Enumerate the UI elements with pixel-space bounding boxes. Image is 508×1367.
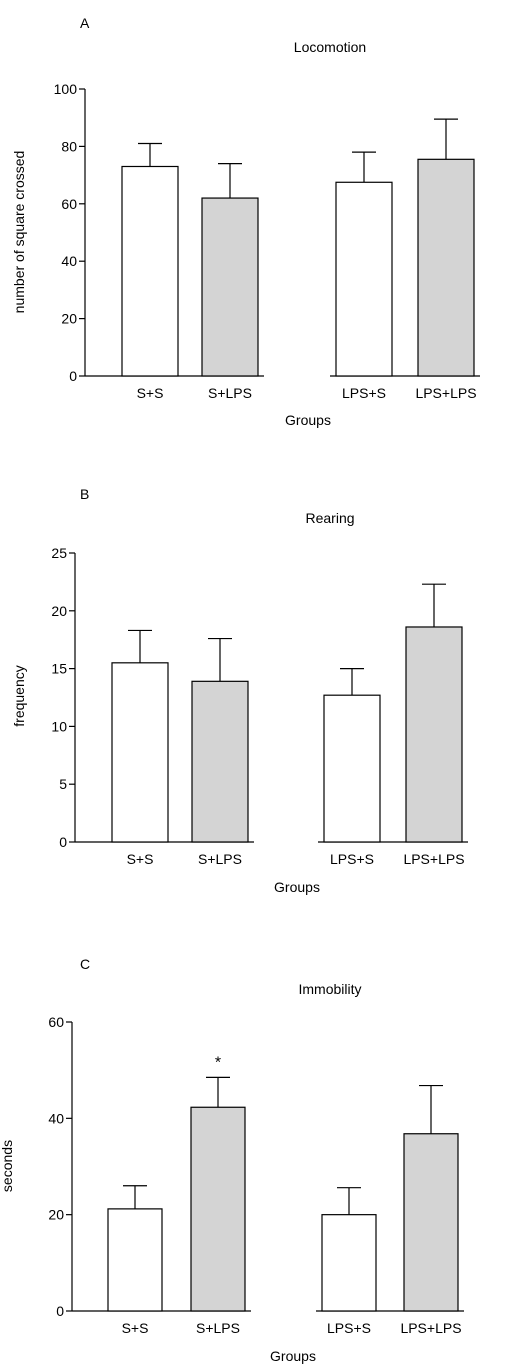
y-tick-label: 25 <box>51 545 67 561</box>
y-tick-label: 0 <box>59 834 67 850</box>
significance-marker: * <box>215 1054 221 1071</box>
y-axis-label: number of square crossed <box>11 151 27 314</box>
y-tick-label: 0 <box>69 368 77 384</box>
y-tick-label: 40 <box>48 1110 64 1126</box>
bar-s-plus-lps <box>201 197 259 377</box>
category-label: S+S <box>137 385 164 401</box>
category-label: S+S <box>122 1320 149 1336</box>
chart-panel-c: C Immobility 0 20 40 60 S+S S+LPS * LPS+S LPS+LPS G… <box>0 956 464 1364</box>
bar-lps-plus-s <box>321 1214 377 1312</box>
y-axis-label: frequency <box>11 665 27 726</box>
chart-panel-a: A Locomotion 0 20 40 60 80 100 S+S S+LPS LPS+S LPS+… <box>11 15 480 428</box>
y-tick-label: 100 <box>54 81 78 97</box>
category-label: LPS+S <box>327 1320 371 1336</box>
x-axis-label: Groups <box>285 412 331 428</box>
x-axis-label: Groups <box>270 1348 316 1364</box>
chart-title: Immobility <box>298 981 361 997</box>
y-tick-label: 80 <box>61 138 77 154</box>
category-label: S+LPS <box>198 851 242 867</box>
y-tick-label: 5 <box>59 776 67 792</box>
panel-letter: C <box>80 956 90 972</box>
bar-lps-plus-lps <box>405 626 463 843</box>
category-label: LPS+S <box>342 385 386 401</box>
y-tick-label: 40 <box>61 253 77 269</box>
bar-s-plus-s <box>107 1208 163 1312</box>
chart-title: Locomotion <box>294 39 366 55</box>
panel-letter: B <box>80 486 89 502</box>
category-label: S+S <box>127 851 154 867</box>
category-label: LPS+LPS <box>403 851 464 867</box>
category-label: S+LPS <box>208 385 252 401</box>
category-label: LPS+S <box>330 851 374 867</box>
y-tick-label: 10 <box>51 718 67 734</box>
category-label: S+LPS <box>196 1320 240 1336</box>
y-axis-label: seconds <box>0 1140 15 1192</box>
y-tick-label: 20 <box>61 311 77 327</box>
bar-lps-plus-lps <box>403 1133 459 1312</box>
bar-s-plus-s <box>121 165 179 377</box>
y-tick-label: 15 <box>51 661 67 677</box>
y-tick-label: 0 <box>56 1303 64 1319</box>
bar-s-plus-s <box>111 662 169 843</box>
chart-title: Rearing <box>305 510 354 526</box>
y-tick-label: 60 <box>61 196 77 212</box>
panel-letter: A <box>80 15 90 31</box>
bar-s-plus-lps <box>191 680 249 843</box>
y-tick-label: 20 <box>48 1207 64 1223</box>
category-label: LPS+LPS <box>415 385 476 401</box>
bar-s-plus-lps <box>190 1106 246 1312</box>
y-tick-label: 60 <box>48 1014 64 1030</box>
bar-lps-plus-s <box>335 181 393 377</box>
y-tick-label: 20 <box>51 603 67 619</box>
category-label: LPS+LPS <box>400 1320 461 1336</box>
bar-lps-plus-s <box>323 694 381 843</box>
bar-lps-plus-lps <box>417 158 475 377</box>
x-axis-label: Groups <box>274 879 320 895</box>
chart-panel-b: B Rearing 0 5 10 15 20 25 S+S S+LPS LPS+S LPS+LPS Gr… <box>11 486 468 895</box>
